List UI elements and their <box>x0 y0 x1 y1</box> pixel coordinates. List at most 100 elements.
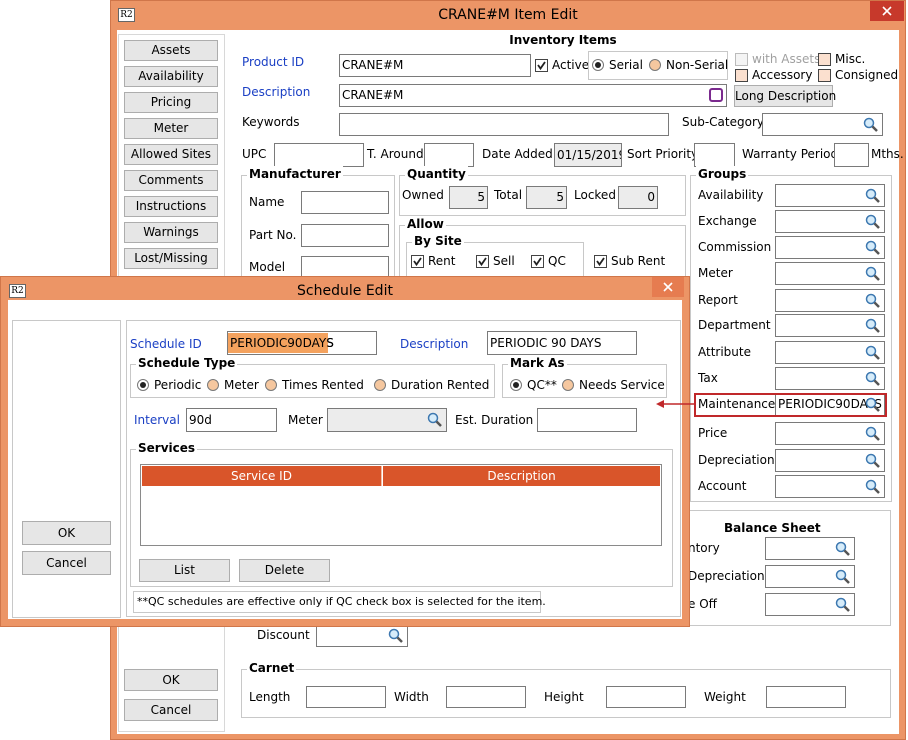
text-field[interactable] <box>775 449 885 472</box>
label: QC** <box>527 378 557 392</box>
button[interactable]: Cancel <box>124 699 218 721</box>
text-field[interactable]: 5 <box>449 186 488 209</box>
close-button[interactable] <box>652 277 684 297</box>
button[interactable]: Allowed Sites <box>124 144 218 165</box>
label: Name <box>249 195 285 209</box>
table-header: Service ID <box>142 466 382 486</box>
text-field[interactable] <box>446 686 526 708</box>
text-field[interactable] <box>424 143 474 167</box>
text-field[interactable] <box>775 475 885 498</box>
button[interactable]: Cancel <box>22 551 111 575</box>
button[interactable]: Assets <box>124 40 218 61</box>
checkbox[interactable] <box>535 59 548 72</box>
text-field[interactable] <box>274 143 364 167</box>
button[interactable]: Availability <box>124 66 218 87</box>
checkbox[interactable] <box>476 255 489 268</box>
text-field[interactable] <box>775 422 885 445</box>
button[interactable]: Meter <box>124 118 218 139</box>
checkbox[interactable] <box>735 69 748 82</box>
label: Attribute <box>698 345 751 359</box>
label: Length <box>249 690 291 704</box>
text-field[interactable] <box>775 341 885 364</box>
lens <box>865 188 877 199</box>
label: Times Rented <box>282 378 364 392</box>
radio[interactable] <box>265 379 277 391</box>
handle <box>873 274 880 281</box>
button[interactable]: OK <box>124 669 218 691</box>
text-field[interactable] <box>775 236 885 259</box>
checkbox[interactable] <box>818 53 831 66</box>
text-field[interactable] <box>765 537 855 560</box>
checkbox[interactable] <box>594 255 607 268</box>
group-heading: Manufacturer <box>247 166 343 182</box>
label: Rent <box>428 254 456 268</box>
text-field[interactable]: CRANE#M <box>339 54 531 77</box>
text-field[interactable]: 0 <box>618 186 658 209</box>
text-field[interactable] <box>775 210 885 233</box>
text-field[interactable] <box>766 686 846 708</box>
tick <box>478 257 487 267</box>
text-field[interactable] <box>606 686 686 708</box>
tick <box>413 257 422 267</box>
text-field[interactable] <box>339 113 669 136</box>
text-field[interactable] <box>327 408 447 432</box>
button[interactable]: Instructions <box>124 196 218 217</box>
text-field[interactable] <box>834 143 869 167</box>
label: Availability <box>698 188 764 202</box>
text-field[interactable] <box>306 686 386 708</box>
dialog-left-panel <box>12 320 121 618</box>
text-field[interactable]: CRANE#M <box>339 84 727 107</box>
checkbox[interactable] <box>735 53 748 66</box>
text-field[interactable]: 01/15/2019 <box>554 143 622 167</box>
selection-highlight <box>228 333 328 353</box>
text-field[interactable] <box>765 593 855 616</box>
group-box <box>690 175 892 502</box>
lens <box>835 597 847 608</box>
tick <box>537 61 546 71</box>
text-field[interactable] <box>537 408 637 432</box>
search-icon <box>388 628 404 644</box>
radio[interactable] <box>649 59 661 71</box>
magnifier <box>865 240 880 255</box>
check-mark <box>478 257 487 267</box>
button[interactable]: OK <box>22 521 111 545</box>
close-button[interactable] <box>870 1 904 21</box>
label: Duration Rented <box>391 378 490 392</box>
text-field[interactable]: 5 <box>526 186 567 209</box>
text-field[interactable] <box>775 262 885 285</box>
label: Interval <box>134 413 180 427</box>
text-field[interactable] <box>765 565 855 588</box>
button[interactable]: Warnings <box>124 222 218 243</box>
radio[interactable] <box>562 379 574 391</box>
label: Part No. <box>249 228 297 242</box>
text-field[interactable] <box>762 113 883 136</box>
button[interactable]: List <box>139 559 230 582</box>
label: e Off <box>688 597 717 611</box>
text-field[interactable] <box>775 367 885 390</box>
label: Periodic <box>154 378 202 392</box>
text-field[interactable]: PERIODIC 90 DAYS <box>487 331 637 355</box>
button[interactable]: Long Description <box>734 85 836 107</box>
text-field[interactable] <box>775 184 885 207</box>
label: Keywords <box>242 115 300 129</box>
button[interactable]: Lost/Missing <box>124 248 218 269</box>
button[interactable]: Pricing <box>124 92 218 113</box>
radio[interactable] <box>207 379 219 391</box>
label: Sub-Category <box>682 115 764 129</box>
search-icon <box>835 597 851 613</box>
button[interactable]: Comments <box>124 170 218 191</box>
text-field[interactable] <box>694 143 735 167</box>
checkbox[interactable] <box>818 69 831 82</box>
radio[interactable] <box>374 379 386 391</box>
text-field[interactable] <box>775 289 885 312</box>
text-field[interactable] <box>301 224 389 247</box>
button[interactable]: Delete <box>239 559 330 582</box>
text-field[interactable] <box>775 314 885 337</box>
label: Est. Duration <box>455 413 534 427</box>
text-field[interactable]: 90d <box>186 408 277 432</box>
checkbox[interactable] <box>411 255 424 268</box>
tick <box>596 257 605 267</box>
lens <box>865 426 877 437</box>
checkbox[interactable] <box>531 255 544 268</box>
text-field[interactable] <box>301 191 389 214</box>
